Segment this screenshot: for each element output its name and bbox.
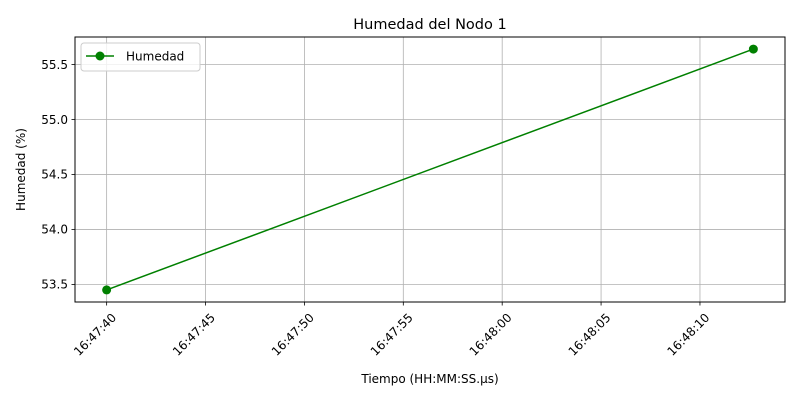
y-tick-label-4: 55.5	[41, 58, 68, 72]
data-point-0-0	[102, 285, 112, 295]
plot-frame	[74, 36, 786, 303]
series-layer	[102, 44, 758, 295]
y-tick-label-0: 53.5	[41, 278, 68, 292]
data-point-0-1	[748, 44, 758, 54]
y-tick-label-2: 54.5	[41, 168, 68, 182]
y-axis-label: Humedad (%)	[14, 128, 28, 211]
x-axis-label: Tiempo (HH:MM:SS.µs)	[360, 372, 498, 386]
legend: Humedad	[80, 42, 201, 72]
series-line-0	[106, 48, 754, 291]
y-axis: 53.5 54.0 54.5 55.0 55.5	[41, 58, 75, 292]
chart-title: Humedad del Nodo 1	[353, 17, 506, 33]
y-tick-label-1: 54.0	[41, 223, 68, 237]
legend-marker-humedad	[95, 51, 105, 61]
grid	[75, 37, 785, 302]
legend-label-humedad: Humedad	[126, 50, 184, 64]
legend-box	[80, 42, 201, 72]
y-tick-label-3: 55.0	[41, 113, 68, 127]
